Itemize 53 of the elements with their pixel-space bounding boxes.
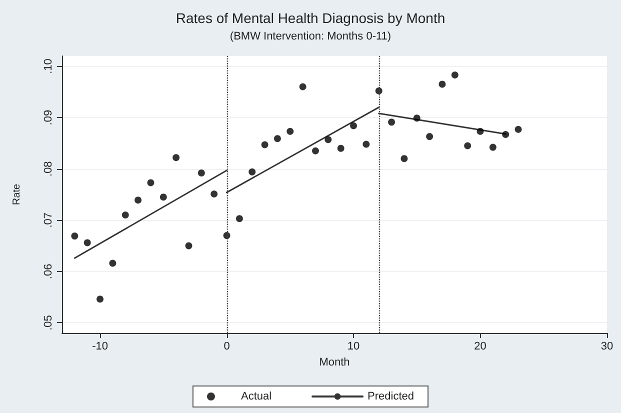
point bbox=[502, 130, 510, 138]
point bbox=[84, 239, 91, 246]
point bbox=[198, 169, 205, 176]
x-tick-label: -10 bbox=[92, 340, 108, 352]
point bbox=[236, 215, 243, 222]
chart-subtitle: (BMW Intervention: Months 0-11) bbox=[230, 30, 392, 42]
point bbox=[489, 144, 496, 151]
y-tick-label: .05 bbox=[42, 315, 54, 330]
point bbox=[274, 135, 281, 142]
x-tick-label: 20 bbox=[474, 340, 486, 352]
point bbox=[337, 144, 344, 152]
point bbox=[362, 140, 370, 148]
point bbox=[286, 128, 294, 135]
point bbox=[223, 232, 230, 240]
point bbox=[299, 83, 306, 90]
x-tick-label: 0 bbox=[224, 340, 230, 352]
point bbox=[426, 133, 434, 140]
point bbox=[248, 168, 256, 176]
point bbox=[324, 136, 332, 144]
point bbox=[400, 155, 408, 162]
point bbox=[514, 126, 522, 133]
point bbox=[134, 196, 142, 204]
point bbox=[185, 242, 192, 250]
chart-title: Rates of Mental Health Diagnosis by Month bbox=[176, 10, 446, 26]
point bbox=[160, 194, 167, 201]
x-tick-label: 10 bbox=[347, 340, 360, 352]
y-tick-label: .09 bbox=[42, 110, 54, 126]
legend-label: Predicted bbox=[368, 390, 414, 402]
point bbox=[261, 141, 268, 148]
y-axis-title: Rate bbox=[12, 184, 22, 206]
point bbox=[210, 190, 218, 198]
point bbox=[388, 118, 396, 126]
point bbox=[71, 232, 78, 240]
y-tick-label: .06 bbox=[42, 264, 54, 280]
point bbox=[413, 114, 420, 122]
legend-label: Actual bbox=[240, 390, 272, 402]
point bbox=[96, 296, 104, 303]
y-tick-label: .07 bbox=[42, 212, 54, 228]
point bbox=[476, 128, 484, 135]
y-tick-label: .08 bbox=[42, 161, 54, 176]
point bbox=[438, 80, 446, 88]
y-tick-label: .10 bbox=[42, 58, 54, 74]
point bbox=[109, 260, 116, 267]
point bbox=[147, 179, 154, 186]
x-axis-title: Month bbox=[319, 356, 350, 368]
point bbox=[350, 122, 358, 130]
point bbox=[451, 71, 458, 78]
point bbox=[122, 212, 129, 219]
x-tick-label: 30 bbox=[600, 340, 614, 352]
point bbox=[464, 142, 472, 150]
point bbox=[172, 154, 180, 162]
point bbox=[312, 147, 319, 154]
point bbox=[375, 87, 382, 94]
